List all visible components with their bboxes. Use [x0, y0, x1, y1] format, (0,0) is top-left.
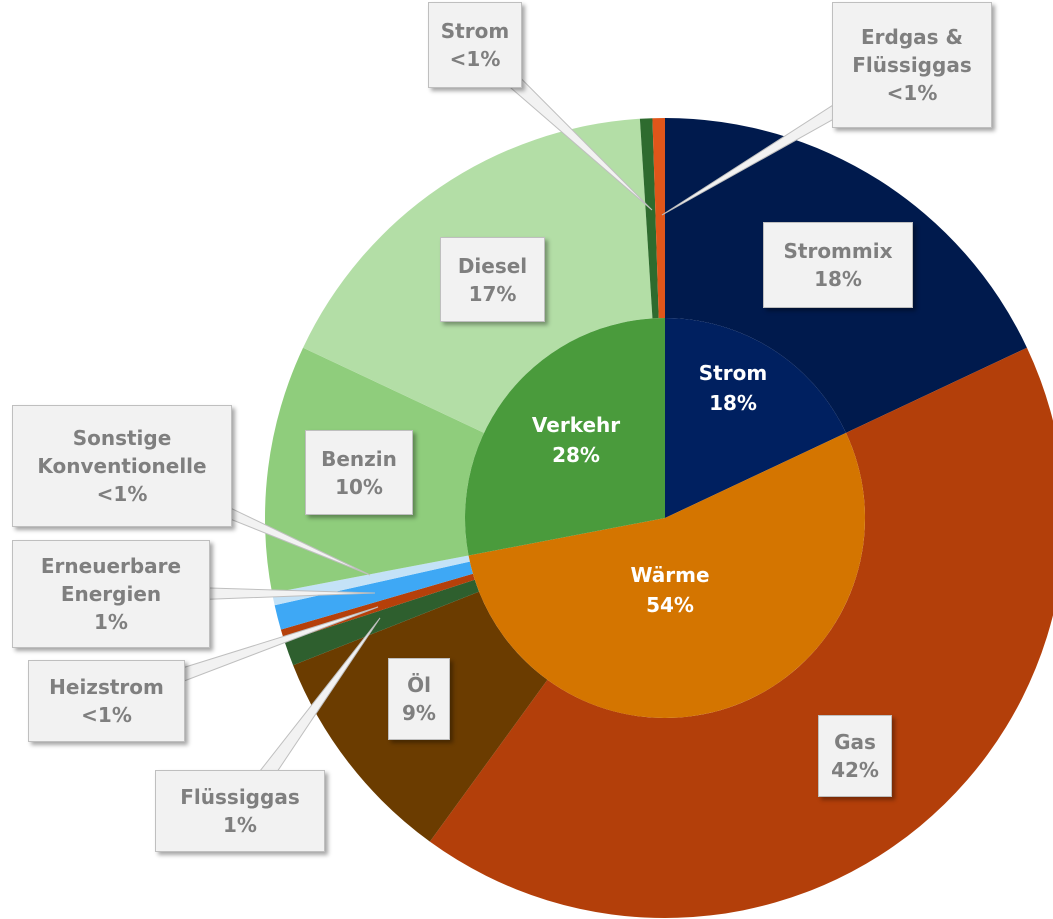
label-name: Sonstige Konventionelle: [37, 426, 207, 478]
label-name: Erdgas & Flüssiggas: [852, 25, 972, 77]
label-value: 1%: [94, 610, 128, 634]
callout-label: Flüssiggas 1%: [155, 770, 325, 852]
outer-wedge: [429, 347, 1053, 918]
label-name: Heizstrom: [49, 675, 164, 699]
label-name: Diesel: [457, 253, 528, 278]
label-name: Strom: [698, 361, 768, 385]
outer-wedge: [284, 579, 480, 666]
label-value: <1%: [449, 47, 501, 71]
callout-label: Sonstige Konventionelle <1%: [12, 405, 232, 527]
callout-label: Diesel 17%: [440, 237, 545, 322]
inner-wedge: [665, 318, 846, 518]
callout-label: Strom <1%: [428, 2, 522, 88]
label-name: Benzin: [321, 446, 397, 471]
label-value: <1%: [886, 81, 938, 105]
label-name: Strommix: [783, 239, 893, 263]
label-name: Wärme: [630, 563, 710, 587]
label-value: 18%: [709, 391, 757, 415]
label-value: 28%: [552, 443, 600, 467]
inner-label: Verkehr 28%: [496, 410, 656, 470]
outer-wedge: [652, 118, 665, 319]
outer-wedge: [639, 118, 659, 319]
label-name: Erneuerbare Energien: [40, 554, 182, 606]
label-value: 42%: [831, 758, 879, 782]
label-value: <1%: [81, 703, 132, 727]
label-name: Flüssiggas: [180, 785, 300, 809]
label-name: Öl: [407, 673, 431, 697]
callout-label: Öl 9%: [388, 658, 450, 740]
label-value: 18%: [814, 267, 862, 291]
callout-label: Erneuerbare Energien 1%: [12, 540, 210, 648]
inner-wedge: [468, 432, 865, 718]
callout-label: Gas 42%: [818, 715, 892, 797]
label-name: Strom: [440, 19, 510, 43]
label-value: <1%: [96, 482, 148, 506]
label-value: 10%: [335, 474, 383, 499]
label-value: 54%: [646, 593, 694, 617]
inner-label: Wärme 54%: [590, 560, 750, 620]
callout-label: Benzin 10%: [305, 430, 413, 515]
label-value: 1%: [223, 813, 257, 837]
label-value: 17%: [468, 281, 517, 306]
callout-label: Heizstrom <1%: [28, 660, 185, 742]
callout-label: Erdgas & Flüssiggas <1%: [832, 2, 992, 128]
inner-label: Strom 18%: [653, 358, 813, 418]
outer-wedge: [274, 561, 473, 630]
label-value: 9%: [402, 701, 436, 725]
label-name: Gas: [834, 730, 876, 754]
label-name: Verkehr: [531, 413, 621, 437]
callout-label: Strommix 18%: [763, 222, 913, 308]
inner-wedge: [464, 318, 665, 556]
